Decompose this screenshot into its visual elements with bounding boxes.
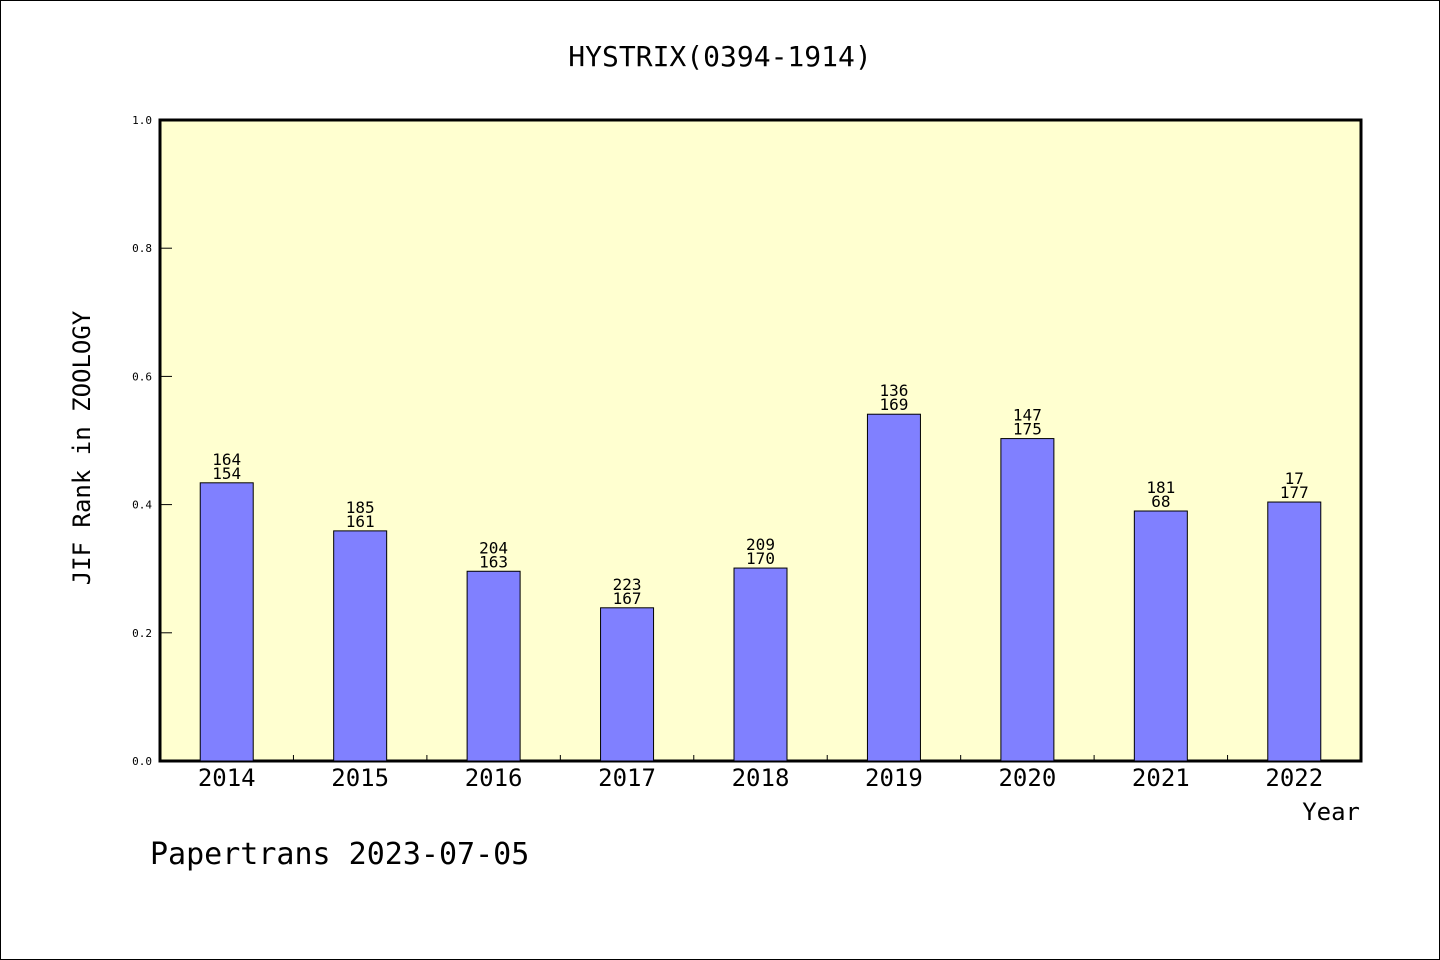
bar-total-label: 177 — [1280, 483, 1309, 502]
x-tick-label: 2014 — [198, 764, 256, 792]
y-tick-label: 0.2 — [132, 627, 152, 640]
bar-total-label: 175 — [1013, 420, 1042, 439]
bar-2018 — [733, 567, 788, 762]
bar-rank-label: 204 — [479, 538, 508, 557]
bar-rank-label: 147 — [1013, 406, 1042, 425]
x-tick-label: 2016 — [465, 764, 523, 792]
x-tick-label: 2020 — [998, 764, 1056, 792]
x-axis-label: Year — [1302, 798, 1360, 826]
bar-labels: 1641541851612041632231672091701361691471… — [212, 381, 1308, 608]
x-axis: 2014 2015 2016 2017 2018 2019 2020 2021 2022 — [198, 755, 1323, 792]
y-tick-label: 1.0 — [132, 114, 152, 127]
bar-total-label: 169 — [879, 395, 908, 414]
bar-2021 — [1133, 510, 1188, 762]
x-tick-label: 2017 — [598, 764, 656, 792]
bar-rank-label: 164 — [212, 450, 241, 469]
y-tick-label: 0.8 — [132, 242, 152, 255]
x-tick-label: 2019 — [865, 764, 923, 792]
chart-title: HYSTRIX(0394-1914) — [568, 40, 871, 73]
x-tick-label: 2022 — [1265, 764, 1323, 792]
bar-rank-label: 17 — [1285, 469, 1304, 488]
bar-total-label: 68 — [1151, 492, 1170, 511]
footer-credit: Papertrans 2023-07-05 — [150, 837, 529, 872]
x-tick-label: 2015 — [331, 764, 389, 792]
bar-2019 — [866, 413, 921, 762]
bar-rank-label: 185 — [346, 498, 375, 517]
x-tick-label: 2021 — [1132, 764, 1190, 792]
bar-rank-label: 136 — [879, 381, 908, 400]
bar-total-label: 170 — [746, 549, 775, 568]
bar-2022 — [1267, 501, 1322, 762]
bar-2015 — [333, 530, 388, 762]
y-tick-label: 0.0 — [132, 755, 152, 768]
bar-2020 — [1000, 438, 1055, 762]
bar-total-label: 163 — [479, 552, 508, 571]
y-axis-label: JIF Rank in ZOOLOGY — [68, 310, 96, 585]
bar-2017 — [600, 607, 655, 762]
bar-total-label: 167 — [613, 589, 642, 608]
bar-2016 — [466, 570, 521, 762]
y-tick-label: 0.4 — [132, 499, 152, 512]
bars — [199, 413, 1322, 762]
x-tick-label: 2018 — [732, 764, 790, 792]
y-axis: 0.0 0.2 0.4 0.6 0.8 1.0 — [132, 114, 172, 768]
bar-rank-label: 209 — [746, 535, 775, 554]
bar-total-label: 161 — [346, 512, 375, 531]
bar-rank-label: 223 — [613, 575, 642, 594]
bar-rank-label: 181 — [1146, 478, 1175, 497]
y-tick-label: 0.6 — [132, 370, 152, 383]
bar-2014 — [199, 482, 254, 762]
bar-total-label: 154 — [212, 464, 241, 483]
